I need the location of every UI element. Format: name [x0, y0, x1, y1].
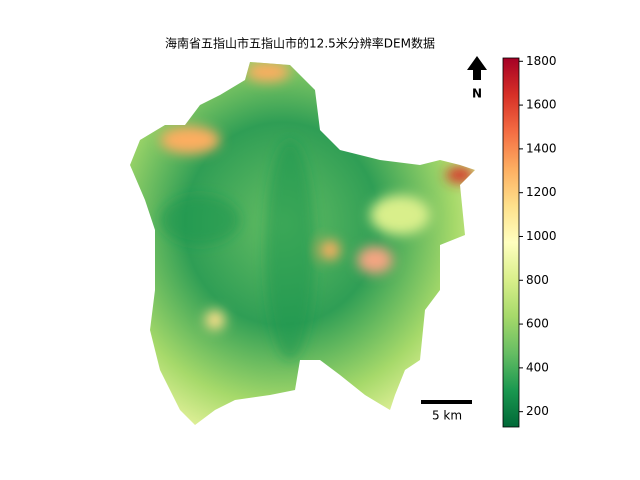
scale-bar: 5 km [421, 400, 472, 423]
colorbar-tick-label: 1200 [526, 185, 557, 199]
scale-label: 5 km [432, 409, 462, 423]
colorbar-tick-label: 400 [526, 360, 549, 374]
colorbar [502, 57, 520, 428]
colorbar-tick-label: 600 [526, 317, 549, 331]
colorbar-tick-label: 1800 [526, 54, 557, 68]
colorbar-tick-label: 1400 [526, 141, 557, 155]
colorbar-tick-label: 1000 [526, 229, 557, 243]
colorbar-tick-label: 1600 [526, 98, 557, 112]
colorbar-tick-label: 800 [526, 273, 549, 287]
map-title: 海南省五指山市五指山市的12.5米分辨率DEM数据 [165, 36, 435, 51]
colorbar-tick-label: 200 [526, 404, 549, 418]
north-arrow: N [467, 56, 487, 101]
north-label: N [472, 87, 482, 101]
dem-terrain [130, 62, 475, 425]
